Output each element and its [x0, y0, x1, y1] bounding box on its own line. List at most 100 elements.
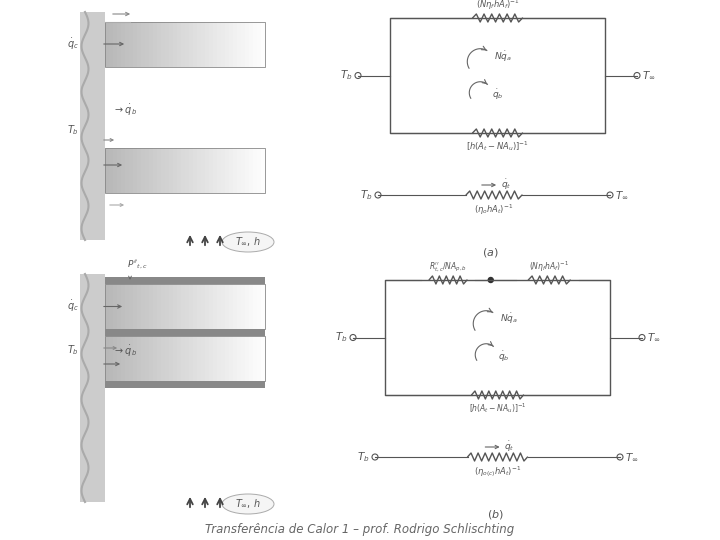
- Text: $(\eta_{o(c)}hA_t)^{-1}$: $(\eta_{o(c)}hA_t)^{-1}$: [474, 465, 521, 480]
- Bar: [121, 284, 125, 329]
- Bar: [390, 18, 605, 133]
- Bar: [221, 284, 225, 329]
- Bar: [161, 336, 166, 381]
- Bar: [157, 284, 161, 329]
- Text: $(a)$: $(a)$: [482, 246, 498, 259]
- Bar: [173, 148, 178, 193]
- Bar: [181, 22, 186, 67]
- Bar: [229, 336, 233, 381]
- Bar: [237, 284, 241, 329]
- Text: $\dot{q}_b$: $\dot{q}_b$: [498, 350, 510, 364]
- Bar: [165, 148, 169, 193]
- Bar: [225, 336, 230, 381]
- Bar: [221, 22, 225, 67]
- Bar: [141, 22, 145, 67]
- Bar: [185, 148, 189, 193]
- Text: $(\eta_o hA_t)^{-1}$: $(\eta_o hA_t)^{-1}$: [474, 203, 513, 218]
- Bar: [217, 148, 222, 193]
- Bar: [257, 22, 261, 67]
- Bar: [161, 148, 166, 193]
- Bar: [141, 284, 145, 329]
- Bar: [197, 148, 202, 193]
- Bar: [233, 148, 238, 193]
- Bar: [137, 336, 142, 381]
- Bar: [229, 22, 233, 67]
- Bar: [137, 148, 142, 193]
- Bar: [121, 22, 125, 67]
- Text: $T_{\infty},\, h$: $T_{\infty},\, h$: [235, 498, 261, 510]
- Bar: [121, 336, 125, 381]
- Bar: [241, 284, 246, 329]
- Bar: [141, 148, 145, 193]
- Bar: [129, 148, 133, 193]
- Ellipse shape: [222, 232, 274, 252]
- Bar: [157, 148, 161, 193]
- Bar: [205, 336, 210, 381]
- Bar: [253, 148, 258, 193]
- Bar: [113, 148, 117, 193]
- Bar: [221, 336, 225, 381]
- Text: $\rightarrow \dot{q}_b$: $\rightarrow \dot{q}_b$: [113, 343, 138, 359]
- Bar: [201, 22, 205, 67]
- Bar: [189, 336, 194, 381]
- Bar: [105, 329, 265, 336]
- Text: $N\dot{q}_a$: $N\dot{q}_a$: [495, 50, 513, 64]
- Bar: [253, 22, 258, 67]
- Bar: [201, 148, 205, 193]
- Bar: [185, 336, 189, 381]
- Bar: [117, 284, 122, 329]
- Circle shape: [488, 278, 493, 282]
- Text: $T_{\infty},\, h$: $T_{\infty},\, h$: [235, 236, 261, 248]
- Bar: [257, 148, 261, 193]
- Bar: [149, 148, 153, 193]
- Bar: [161, 284, 166, 329]
- Bar: [185, 22, 189, 67]
- Bar: [249, 22, 253, 67]
- Text: $T_{\infty}$: $T_{\infty}$: [615, 189, 629, 201]
- Bar: [169, 336, 174, 381]
- Bar: [133, 284, 138, 329]
- Bar: [113, 336, 117, 381]
- Bar: [105, 284, 265, 329]
- Bar: [181, 336, 186, 381]
- Text: $\rightarrow \dot{q}_b$: $\rightarrow \dot{q}_b$: [113, 103, 138, 118]
- Bar: [225, 148, 230, 193]
- Bar: [153, 148, 158, 193]
- Bar: [133, 22, 138, 67]
- Text: $T_b$: $T_b$: [361, 188, 373, 202]
- Bar: [145, 284, 150, 329]
- Bar: [169, 22, 174, 67]
- Bar: [177, 22, 181, 67]
- Bar: [237, 336, 241, 381]
- Bar: [233, 284, 238, 329]
- Bar: [213, 336, 217, 381]
- Text: $\dot{q}_b$: $\dot{q}_b$: [492, 87, 504, 102]
- Bar: [189, 22, 194, 67]
- Text: $[h(A_t - NA_u)]^{-1}$: $[h(A_t - NA_u)]^{-1}$: [469, 401, 526, 415]
- Text: $\dot{q}_t$: $\dot{q}_t$: [501, 178, 511, 192]
- Bar: [173, 284, 178, 329]
- Bar: [181, 284, 186, 329]
- Bar: [213, 284, 217, 329]
- Bar: [241, 148, 246, 193]
- Text: $T_b$: $T_b$: [336, 330, 348, 345]
- Text: $R_{t,c}^{\prime\prime}/NA_{p,b}$: $R_{t,c}^{\prime\prime}/NA_{p,b}$: [429, 261, 467, 274]
- Bar: [229, 284, 233, 329]
- Bar: [241, 22, 246, 67]
- Bar: [145, 148, 150, 193]
- Bar: [261, 148, 266, 193]
- Bar: [217, 284, 222, 329]
- Bar: [105, 148, 265, 193]
- Bar: [133, 336, 138, 381]
- Bar: [229, 148, 233, 193]
- Bar: [105, 22, 265, 67]
- Bar: [165, 284, 169, 329]
- Text: $(N\eta_f hA_{f})^{-1}$: $(N\eta_f hA_{f})^{-1}$: [529, 260, 570, 274]
- Bar: [149, 284, 153, 329]
- Bar: [237, 22, 241, 67]
- Bar: [109, 22, 114, 67]
- Bar: [117, 336, 122, 381]
- Bar: [189, 148, 194, 193]
- Bar: [201, 284, 205, 329]
- Bar: [125, 148, 130, 193]
